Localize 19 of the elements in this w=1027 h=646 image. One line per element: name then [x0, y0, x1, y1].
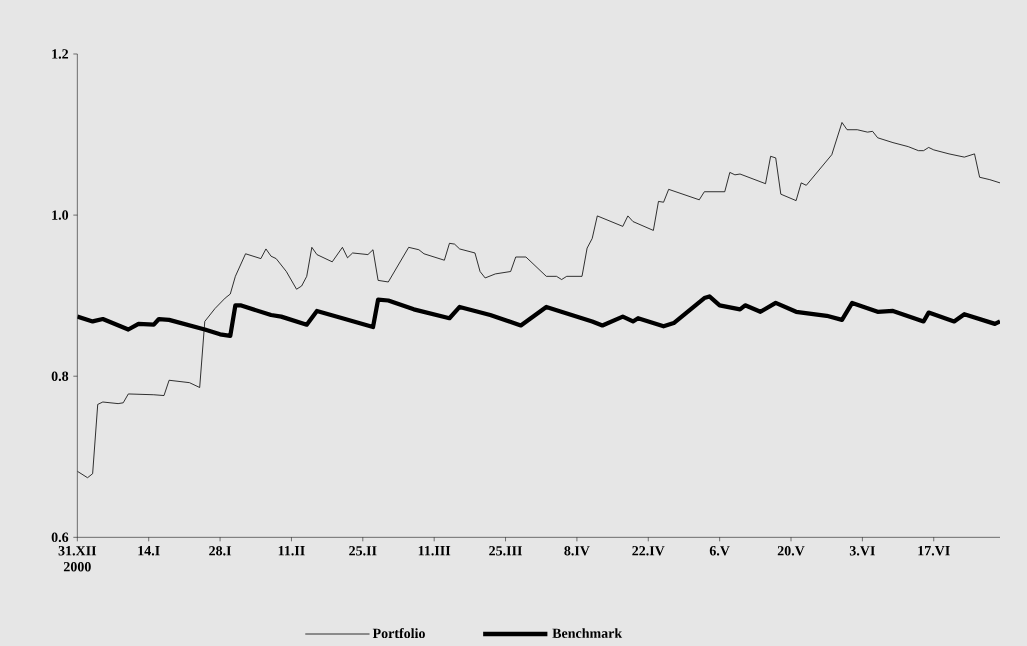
x-tick-label: 31.XII 2000	[58, 546, 97, 572]
legend-label: Portfolio	[372, 628, 425, 639]
y-tick-label: 1.2	[52, 49, 69, 59]
legend-label: Benchmark	[552, 628, 623, 639]
x-tick-label: 11.II	[278, 546, 305, 556]
x-tick-label: 25.III	[489, 546, 522, 556]
x-tick-label: 6.V	[709, 546, 730, 556]
x-tick-label: 11.III	[418, 546, 451, 556]
x-tick-label: 28.I	[209, 546, 232, 556]
y-tick-label: 1.0	[52, 210, 69, 220]
x-tick-label: 14.I	[138, 546, 160, 556]
y-tick-label: 0.6	[51, 532, 69, 543]
x-tick-label: 17.VI	[918, 546, 950, 556]
y-tick-label: 0.8	[51, 371, 69, 381]
x-tick-label: 25.II	[349, 546, 377, 556]
x-tick-label: 20.V	[777, 546, 805, 556]
x-tick-label: 8.IV	[564, 546, 590, 556]
x-tick-label: 22.IV	[632, 546, 665, 556]
x-tick-label: 3.VI	[849, 546, 875, 556]
